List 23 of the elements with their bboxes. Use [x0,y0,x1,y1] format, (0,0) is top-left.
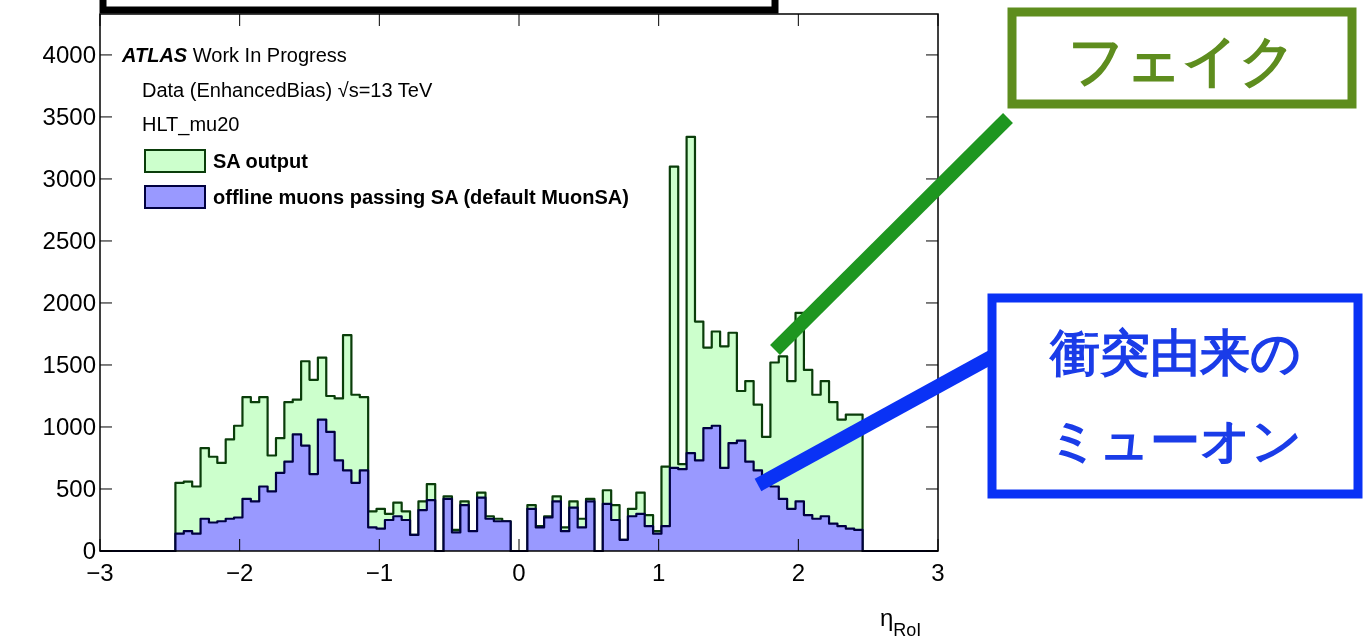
x-tick-label: 0 [512,559,526,586]
text: フェイク [1068,28,1296,93]
x-tick-label: −1 [365,559,394,586]
legend-label: SA output [213,150,309,172]
x-tick-label: 1 [651,559,666,586]
x-tick-label: −2 [225,559,254,586]
y-tick-label: 4000 [42,40,96,68]
text: 衝突由来の [1047,324,1301,382]
x-tick-label: 3 [931,559,945,586]
y-tick-label: 2500 [42,226,96,254]
x-tick-label: 2 [791,559,806,586]
legend-label: offline muons passing SA (default MuonSA) [213,186,629,208]
annotation: Data (EnhancedBias) √s=13 TeV [142,79,433,101]
y-tick-label: 2000 [42,288,96,316]
y-tick-label: 500 [55,474,96,502]
y-tick-label: 3000 [42,164,96,192]
x-axis-title: η$_{RoI}$ [880,604,922,640]
y-tick-label: 1000 [42,412,96,440]
y-tick-label: 3500 [42,102,96,130]
annotation: ATLAS Work In Progress [121,44,347,66]
annotation: HLT_mu20 [142,113,240,136]
y-tick-label: 1500 [42,350,96,378]
text: ミューオン [1048,412,1302,470]
